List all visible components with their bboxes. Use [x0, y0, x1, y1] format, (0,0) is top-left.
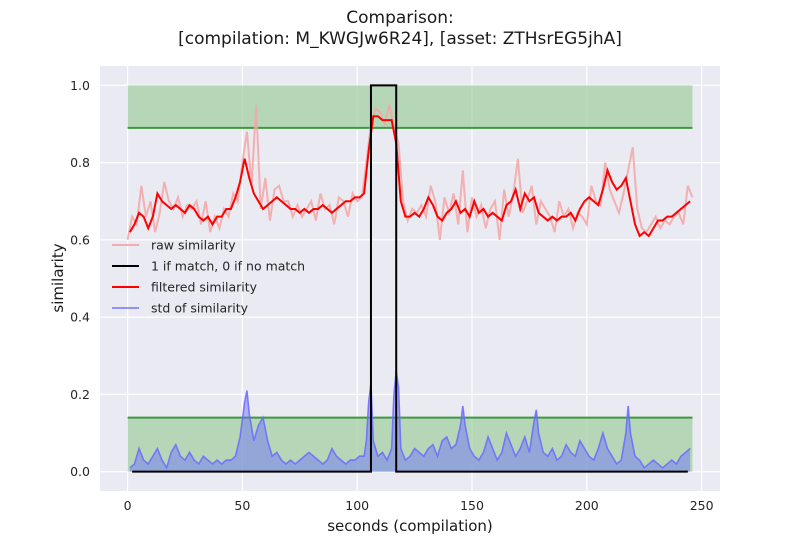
- y-axis-label: similarity: [49, 243, 67, 312]
- x-tick-label-2: 100: [345, 498, 369, 513]
- legend-label-2: filtered similarity: [151, 280, 258, 295]
- series-match-line: [132, 84, 688, 473]
- y-tick-label-4: 0.8: [70, 155, 90, 170]
- y-tick-labels: 0.0 0.2 0.4 0.6 0.8 1.0: [70, 78, 90, 479]
- y-tick-label-0: 0.0: [70, 464, 90, 479]
- legend: raw similarity 1 if match, 0 if no match f…: [112, 238, 305, 316]
- legend-label-3: std of similarity: [151, 301, 249, 316]
- legend-label-1: 1 if match, 0 if no match: [151, 259, 305, 274]
- similarity-threshold-band: [127, 85, 693, 128]
- series-std-area: [129, 371, 691, 472]
- y-tick-label-5: 1.0: [70, 78, 90, 93]
- series-layer: [126, 84, 694, 473]
- y-tick-label-2: 0.4: [70, 310, 90, 325]
- chart-title-line-2: [compilation: M_KWGJw6R24], [asset: ZTHs…: [178, 29, 622, 49]
- x-tick-label-1: 50: [234, 498, 250, 513]
- x-axis-label: seconds (compilation): [327, 517, 493, 535]
- x-tick-labels: 0 50 100 150 200 250: [124, 498, 714, 513]
- x-tick-label-4: 200: [575, 498, 599, 513]
- y-tick-label-1: 0.2: [70, 387, 90, 402]
- x-tick-label-0: 0: [124, 498, 132, 513]
- y-tick-label-3: 0.6: [70, 232, 90, 247]
- x-tick-label-5: 250: [690, 498, 714, 513]
- series-filtered-line: [128, 115, 691, 238]
- chart-title-line-1: Comparison:: [346, 8, 454, 28]
- x-tick-label-3: 150: [460, 498, 484, 513]
- std-threshold-band: [127, 417, 693, 472]
- legend-label-0: raw similarity: [151, 238, 236, 253]
- threshold-bands: [127, 85, 693, 472]
- series-std-line: [129, 371, 691, 470]
